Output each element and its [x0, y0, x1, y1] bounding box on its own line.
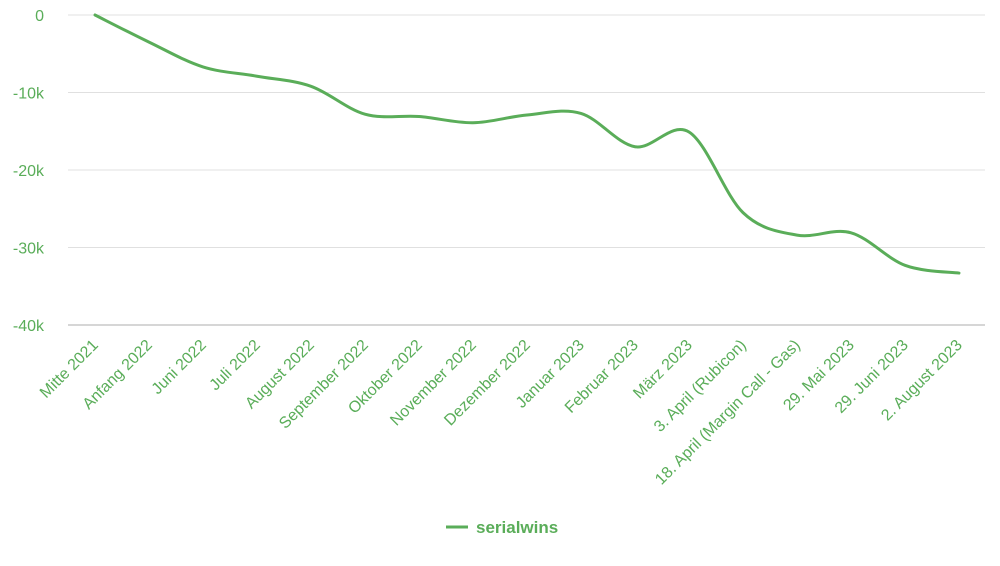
data-point[interactable]	[900, 260, 910, 270]
data-point[interactable]	[414, 112, 424, 122]
y-tick-label: -20k	[13, 163, 45, 180]
data-point[interactable]	[468, 118, 478, 128]
y-tick-label: -40k	[13, 318, 45, 335]
legend[interactable]: serialwins	[446, 518, 558, 537]
data-point[interactable]	[306, 81, 316, 91]
data-point[interactable]	[738, 208, 748, 218]
data-point[interactable]	[684, 127, 694, 137]
y-tick-label: -30k	[13, 241, 45, 258]
data-point[interactable]	[954, 268, 964, 278]
data-point[interactable]	[792, 230, 802, 240]
data-point[interactable]	[90, 10, 100, 20]
data-point[interactable]	[630, 142, 640, 152]
data-point[interactable]	[198, 62, 208, 72]
legend-label-serialwins: serialwins	[476, 518, 558, 537]
data-point[interactable]	[144, 37, 154, 47]
y-axis-ticks: 0 -10k -20k -30k -40k	[13, 8, 45, 335]
data-point[interactable]	[846, 228, 856, 238]
y-tick-label: 0	[35, 8, 44, 25]
data-point[interactable]	[360, 109, 370, 119]
x-tick-label: Juni 2022	[149, 337, 210, 398]
gridlines	[68, 14, 985, 326]
data-point[interactable]	[252, 71, 262, 81]
series-line-serialwins[interactable]	[93, 13, 961, 275]
y-tick-label: -10k	[13, 86, 45, 103]
data-point[interactable]	[576, 108, 586, 118]
series-layer	[90, 10, 964, 278]
data-point[interactable]	[522, 110, 532, 120]
x-tick-label: Juli 2022	[207, 337, 264, 394]
x-tick-label: 3. April (Rubicon)	[651, 337, 750, 436]
